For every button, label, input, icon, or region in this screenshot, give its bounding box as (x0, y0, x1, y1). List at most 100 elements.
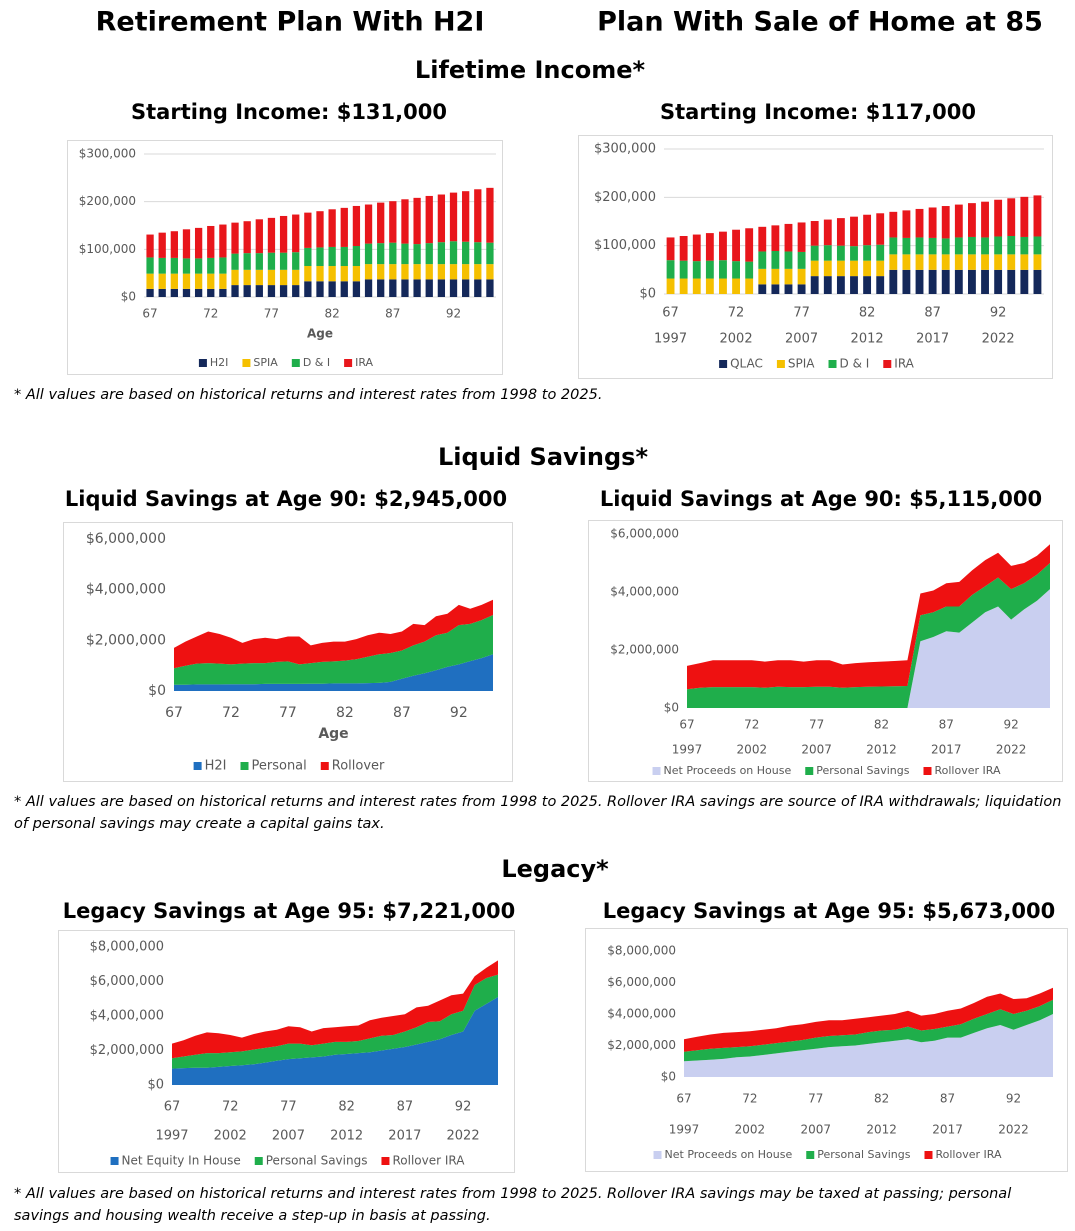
bar (994, 254, 1003, 270)
bar (692, 278, 701, 294)
legend-label: D & I (840, 357, 870, 371)
x2-tick-label: 2017 (932, 1123, 963, 1137)
bar (954, 204, 963, 238)
bar (328, 281, 336, 297)
footnote: * All values are based on historical ret… (14, 794, 1062, 832)
legend-swatch (254, 1157, 263, 1165)
bar (158, 257, 166, 274)
legend-label: Rollover (332, 759, 385, 774)
legend-swatch (805, 767, 814, 775)
x2-tick-label: 2017 (916, 332, 949, 347)
bar (279, 215, 288, 253)
bar (784, 251, 793, 269)
bar (863, 276, 872, 294)
y-tick-label: $0 (121, 290, 136, 304)
bar (292, 252, 300, 270)
y-tick-label: $6,000,000 (607, 975, 676, 989)
bar (1020, 254, 1029, 270)
y-tick-label: $0 (147, 1078, 164, 1093)
bar (340, 281, 348, 297)
bar (915, 254, 924, 270)
legend-swatch (242, 359, 251, 367)
bar (823, 260, 832, 277)
bar (784, 284, 793, 294)
x-tick-label: 72 (728, 306, 745, 321)
bar (486, 264, 494, 280)
bar (876, 260, 885, 277)
legend-swatch (320, 762, 329, 770)
x-tick-label: 77 (279, 705, 297, 721)
legend-swatch (923, 767, 932, 775)
bar (231, 269, 239, 286)
x-tick-label: 72 (222, 1100, 239, 1115)
x2-tick-label: 2007 (801, 1123, 832, 1137)
bar (486, 187, 494, 243)
bar (981, 201, 989, 238)
x2-tick-label: 2012 (330, 1129, 363, 1144)
bar (377, 243, 385, 265)
bar (377, 264, 385, 280)
bar (968, 254, 976, 270)
header-right: Plan With Sale of Home at 85 (597, 6, 1043, 38)
bar (968, 236, 976, 255)
bar (692, 261, 701, 279)
legend-swatch (653, 1151, 662, 1159)
chart-title: Starting Income: $131,000 (131, 100, 447, 124)
legend-swatch (776, 360, 785, 368)
chart-title: Legacy Savings at Age 95: $5,673,000 (602, 899, 1056, 923)
legend: Net Proceeds on House Personal Savings Rol… (652, 764, 1001, 777)
legend-label: QLAC (730, 357, 763, 371)
bar (364, 243, 373, 265)
y-tick-label: $200,000 (594, 190, 656, 205)
bar (941, 206, 950, 239)
bar (797, 251, 806, 269)
x-tick-label: 87 (924, 306, 941, 321)
bar (902, 210, 911, 238)
bar (719, 260, 727, 279)
bar (231, 253, 239, 270)
bar (732, 261, 740, 279)
legend-swatch (193, 762, 202, 770)
bar (1020, 196, 1029, 237)
y-tick-label: $200,000 (79, 194, 136, 208)
legend-swatch (344, 359, 353, 367)
y-tick-label: $6,000,000 (90, 974, 164, 989)
bar (928, 237, 937, 255)
bar (732, 229, 740, 262)
x-tick-label: 82 (874, 1092, 889, 1106)
bar (745, 228, 754, 262)
bar (352, 245, 361, 267)
section-title: Liquid Savings* (438, 443, 648, 471)
x-tick-label: 77 (264, 307, 279, 321)
bar (449, 279, 458, 297)
bar (449, 264, 458, 280)
bar (823, 245, 832, 261)
x2-tick-label: 2002 (737, 743, 768, 757)
legend-label: Personal Savings (816, 764, 910, 777)
chart-title: Liquid Savings at Age 90: $2,945,000 (64, 487, 508, 511)
legend-swatch (719, 360, 728, 368)
area (684, 999, 1053, 1062)
bar (705, 278, 714, 294)
bar (732, 278, 740, 294)
bar (194, 273, 203, 289)
area (684, 1014, 1053, 1077)
bar (267, 217, 276, 253)
legend-swatch (291, 359, 300, 367)
bar (941, 238, 950, 255)
bar (994, 236, 1003, 255)
bar (810, 245, 819, 261)
area (174, 615, 493, 685)
bar (340, 246, 348, 267)
bar (267, 269, 276, 286)
x2-tick-label: 2007 (272, 1129, 305, 1144)
bar (705, 260, 714, 279)
bar (255, 253, 263, 270)
bar (267, 285, 276, 297)
bar (231, 222, 239, 254)
bar (425, 264, 433, 280)
bar (850, 260, 858, 277)
chart-title: Legacy Savings at Age 95: $7,221,000 (62, 899, 516, 923)
bar (863, 260, 872, 277)
area (172, 997, 498, 1085)
